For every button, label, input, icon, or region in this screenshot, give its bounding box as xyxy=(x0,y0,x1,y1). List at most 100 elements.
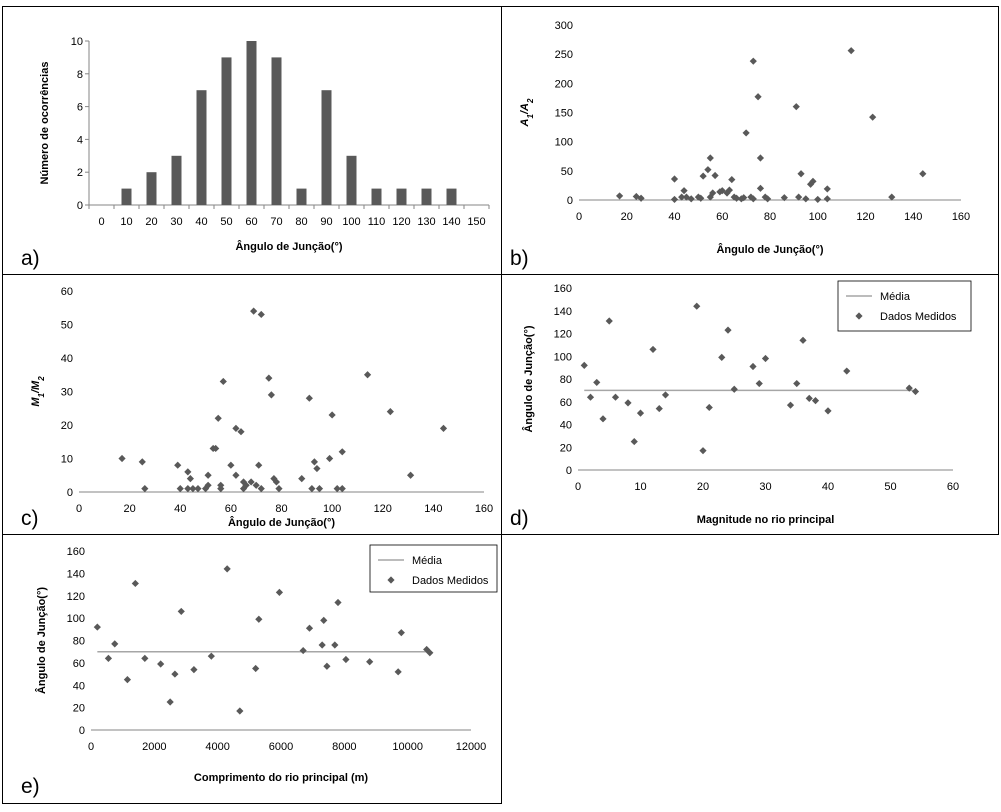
data-point xyxy=(265,374,273,382)
y-title-sub2: 2 xyxy=(526,98,535,104)
scatter-chart-magnitude-ratio: c) 0 10 20 30 40 50 60 0 20 40 60 80 100 120 140 160 Ângu… xyxy=(21,286,493,530)
data-point xyxy=(305,624,314,632)
panel-label: e) xyxy=(21,775,40,798)
data-point xyxy=(141,485,149,493)
data-point xyxy=(697,194,705,202)
y-tick-label: 150 xyxy=(555,108,573,120)
data-point xyxy=(756,184,765,192)
histogram-bar xyxy=(296,188,307,205)
data-point xyxy=(624,399,632,407)
data-point xyxy=(919,170,927,178)
x-axis-title: Ângulo de Junção(°) xyxy=(228,516,335,529)
data-point xyxy=(204,471,212,479)
scatter-chart-area-ratio: b) 0 50 100 150 200 250 300 0 20 40 60 80 100 120 140 16… xyxy=(510,20,970,270)
data-point xyxy=(184,468,192,476)
data-point xyxy=(214,414,222,422)
scatter-chart-magnitude: d) 0 20 40 60 80 100 120 140 160 0 10 20 30 40 50 60 Magn… xyxy=(510,280,972,530)
data-point xyxy=(593,378,601,387)
data-point xyxy=(699,447,707,455)
data-point xyxy=(795,193,803,201)
data-point xyxy=(406,471,415,479)
histogram-bar xyxy=(271,57,282,206)
x-tick-label: 0 xyxy=(76,503,82,515)
y-title-sep: /M xyxy=(30,380,42,394)
y-tick-label: 0 xyxy=(67,487,73,499)
data-point xyxy=(267,391,275,399)
data-point xyxy=(219,377,227,386)
data-point xyxy=(315,485,324,493)
data-point xyxy=(275,588,284,596)
data-point xyxy=(586,393,595,401)
data-point xyxy=(599,415,607,423)
y-axis-title: Ângulo de Junção(°) xyxy=(35,587,48,694)
data-point xyxy=(855,312,863,320)
data-point xyxy=(171,670,179,678)
y-tick-label: 80 xyxy=(73,636,85,648)
data-point xyxy=(742,129,750,137)
histogram-bar xyxy=(121,188,132,205)
data-point xyxy=(780,194,788,202)
data-point xyxy=(138,458,146,466)
data-point xyxy=(761,193,769,201)
y-tick-label: 100 xyxy=(555,137,573,149)
y-title-sub1: 1 xyxy=(526,113,535,118)
x-tick-label: 110 xyxy=(368,216,386,228)
data-point xyxy=(805,394,813,402)
data-point xyxy=(305,394,313,402)
x-tick-label: 0 xyxy=(98,216,104,228)
x-tick-label: 40 xyxy=(174,503,186,515)
x-tick-label: 60 xyxy=(947,481,959,493)
data-point xyxy=(227,461,235,469)
y-tick-label: 120 xyxy=(67,591,85,603)
data-point xyxy=(869,113,877,121)
data-point xyxy=(728,175,736,184)
histogram-bar xyxy=(371,188,382,205)
chart-panel-c: c) 0 10 20 30 40 50 60 0 20 40 60 80 100 120 140 160 Ângu… xyxy=(2,274,502,535)
data-point xyxy=(843,367,851,375)
histogram-bar xyxy=(321,90,332,205)
data-point xyxy=(275,485,283,493)
histogram-bar xyxy=(146,172,157,205)
x-tick-label: 80 xyxy=(295,216,307,228)
data-point xyxy=(252,664,260,673)
data-point xyxy=(223,565,231,573)
data-point xyxy=(207,652,215,660)
data-point xyxy=(615,192,624,200)
data-point xyxy=(93,623,101,631)
data-point xyxy=(802,195,810,203)
data-point xyxy=(799,336,807,344)
x-tick-label: 0 xyxy=(575,481,581,493)
data-point xyxy=(325,454,334,463)
chart-panel-d: d) 0 20 40 60 80 100 120 140 160 0 10 20 30 40 50 60 Magn… xyxy=(501,274,999,535)
x-tick-label: 30 xyxy=(170,216,182,228)
data-point xyxy=(397,629,405,637)
y-tick-label: 40 xyxy=(61,353,73,365)
x-tick-label: 50 xyxy=(220,216,232,228)
data-point xyxy=(661,391,670,399)
data-point xyxy=(740,194,748,202)
panel-label: a) xyxy=(21,247,40,270)
data-point xyxy=(331,641,339,649)
data-point xyxy=(911,387,920,396)
data-point xyxy=(298,475,306,483)
data-point xyxy=(888,193,896,201)
x-axis-title: Ângulo de Junção(°) xyxy=(235,240,342,253)
data-point xyxy=(649,345,657,354)
x-tick-label: 100 xyxy=(323,503,341,515)
data-point xyxy=(386,408,394,416)
data-point xyxy=(313,464,321,473)
histogram-bar xyxy=(221,57,232,206)
data-point xyxy=(310,458,319,466)
y-tick-label: 0 xyxy=(79,725,85,737)
data-point xyxy=(104,654,113,662)
x-tick-label: 8000 xyxy=(332,741,356,753)
data-point xyxy=(699,172,707,180)
y-tick-label: 20 xyxy=(560,442,572,454)
y-title-sub1: 1 xyxy=(37,392,46,397)
y-title-sep: /A xyxy=(519,103,531,115)
x-tick-label: 60 xyxy=(225,503,237,515)
data-point xyxy=(754,93,762,101)
data-point xyxy=(792,103,800,111)
data-point xyxy=(730,385,738,393)
